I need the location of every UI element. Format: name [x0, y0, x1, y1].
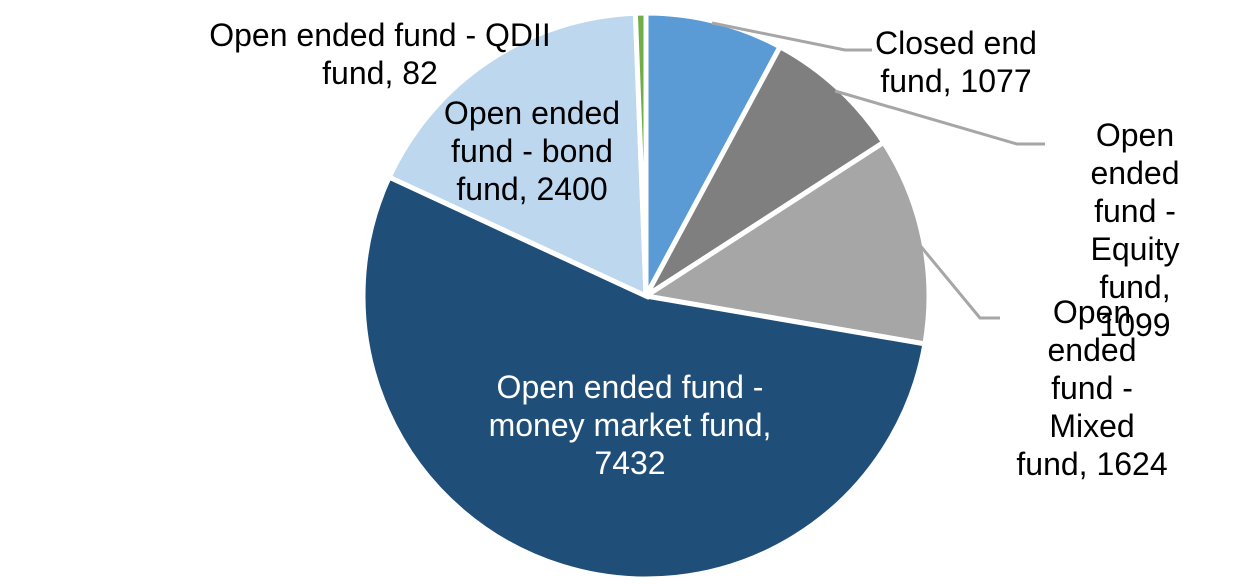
data-label-closed-end-fund: Closed end fund, 1077 — [875, 25, 1037, 99]
leader-line-open-ended-fund-mixed-fund — [916, 242, 1000, 320]
leader-line-closed-end-fund — [711, 21, 872, 52]
pie-slice-open-ended-fund-bond-fund — [385, 10, 649, 300]
pie-slices-group — [360, 10, 932, 582]
pie-slice-closed-end-fund — [643, 10, 784, 298]
leader-lines-group — [711, 21, 1045, 320]
pie-slice-open-ended-fund-equity-fund — [643, 43, 888, 299]
data-label-open-ended-fund-money-market-fund: Open ended fund - money market fund, 743… — [488, 369, 772, 481]
data-label-open-ended-fund-mixed-fund: Open ended fund - Mixed fund, 1624 — [1016, 294, 1168, 482]
pie-slice-open-ended-fund-money-market-fund — [360, 173, 928, 582]
pie-slice-open-ended-fund-mixed-fund — [639, 138, 932, 347]
data-label-open-ended-fund-qdii-fund: Open ended fund - QDII fund, 82 — [209, 17, 551, 91]
data-label-open-ended-fund-equity-fund: Open ended fund - Equity fund, 1099 — [1090, 117, 1180, 343]
pie-slice-open-ended-fund-qdii-fund — [632, 10, 649, 297]
data-label-open-ended-fund-bond-fund: Open ended fund - bond fund, 2400 — [443, 95, 621, 207]
leader-line-open-ended-fund-equity-fund — [834, 89, 1045, 146]
